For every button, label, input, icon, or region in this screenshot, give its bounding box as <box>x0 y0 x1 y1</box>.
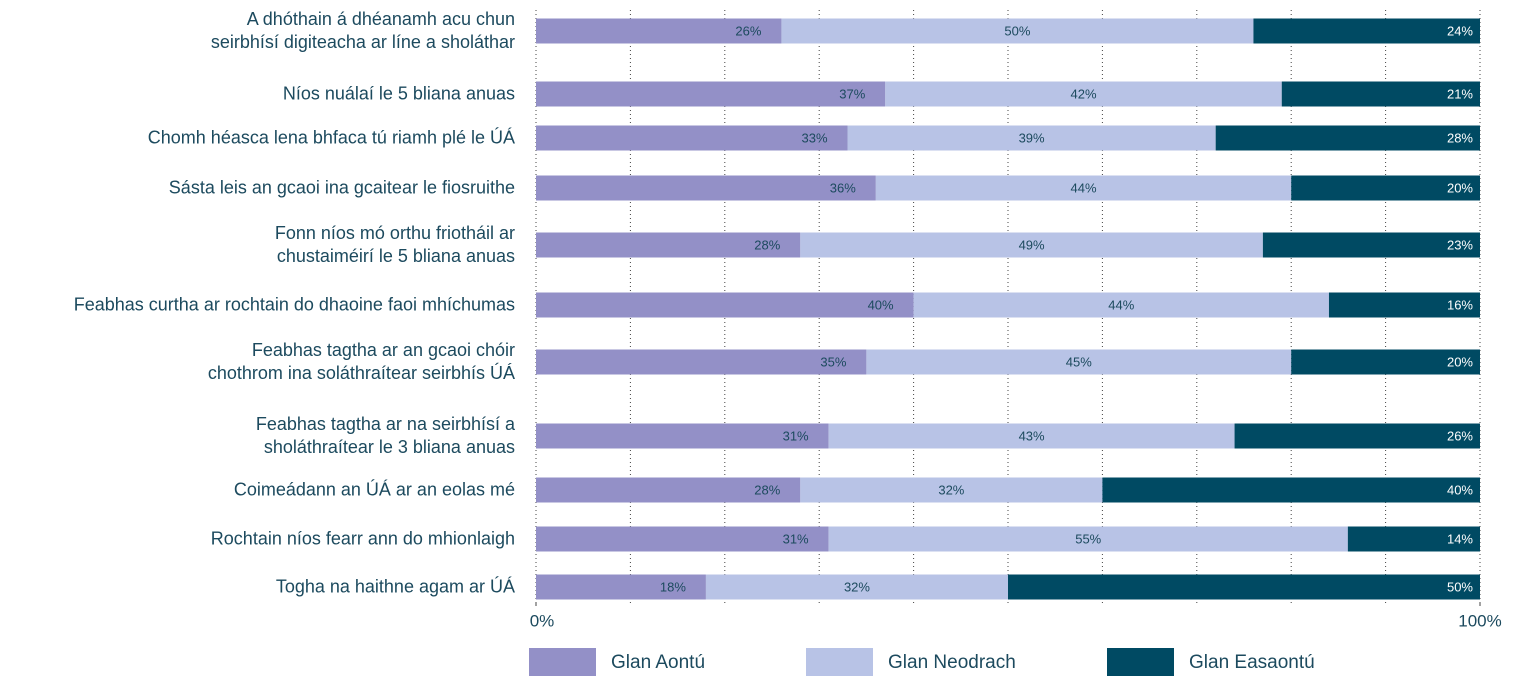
bar-segment <box>1281 81 1480 107</box>
category-label: Togha na haithne agam ar ÚÁ <box>275 576 515 597</box>
data-label: 44% <box>1071 180 1097 195</box>
data-label: 33% <box>801 130 827 145</box>
data-label: 36% <box>830 180 856 195</box>
data-label: 23% <box>1447 237 1473 252</box>
data-label: 28% <box>754 237 780 252</box>
category-label: Sásta leis an gcaoi ina gcaitear le fios… <box>168 177 515 198</box>
bar-segment <box>1291 349 1480 375</box>
data-label: 45% <box>1066 354 1092 369</box>
bar-segment <box>800 232 1263 258</box>
data-label: 14% <box>1447 531 1473 546</box>
data-label: 42% <box>1071 86 1097 101</box>
bar-segment <box>800 477 1103 503</box>
data-label: 20% <box>1447 180 1473 195</box>
bar-segment <box>875 175 1292 201</box>
bar-segment <box>885 81 1282 107</box>
category-label: Feabhas tagtha ar na seirbhísí a sholáth… <box>255 414 515 457</box>
category-label: Feabhas curtha ar rochtain do dhaoine fa… <box>73 294 515 315</box>
bar-segment <box>913 292 1329 318</box>
bar-segment <box>536 125 848 151</box>
bar-segment <box>536 18 782 44</box>
bar-segment <box>1215 125 1480 151</box>
bar-segment <box>536 232 801 258</box>
data-label: 44% <box>1108 297 1134 312</box>
bar-segment <box>536 349 867 375</box>
bar-segment <box>536 574 706 600</box>
data-label: 21% <box>1447 86 1473 101</box>
bar-segment <box>536 81 886 107</box>
data-label: 28% <box>1447 130 1473 145</box>
data-label: 20% <box>1447 354 1473 369</box>
data-label: 43% <box>1019 428 1045 443</box>
data-label: 40% <box>1447 482 1473 497</box>
bar-segment <box>536 477 801 503</box>
bar-segment <box>847 125 1216 151</box>
data-label: 49% <box>1019 237 1045 252</box>
bar-segment <box>1253 18 1480 44</box>
legend-label: Glan Aontú <box>611 652 705 673</box>
legend-swatch <box>806 648 873 676</box>
data-label: 28% <box>754 482 780 497</box>
category-label: Coimeádann an ÚÁ ar an eolas mé <box>233 479 515 500</box>
bar-segment <box>1328 292 1480 318</box>
data-label: 37% <box>839 86 865 101</box>
data-label: 26% <box>1447 428 1473 443</box>
bar-segment <box>866 349 1292 375</box>
data-label: 35% <box>820 354 846 369</box>
category-label: Chomh héasca lena bhfaca tú riamh plé le… <box>147 127 515 148</box>
data-label: 18% <box>660 579 686 594</box>
category-label: Feabhas tagtha ar an gcaoi chóir chothro… <box>207 340 515 383</box>
data-label: 26% <box>735 23 761 38</box>
data-label: 32% <box>844 579 870 594</box>
bar-segment <box>781 18 1254 44</box>
legend-swatch <box>1107 648 1174 676</box>
data-label: 50% <box>1447 579 1473 594</box>
data-label: 40% <box>868 297 894 312</box>
data-label: 50% <box>1004 23 1030 38</box>
legend-label: Glan Easaontú <box>1189 652 1315 673</box>
category-label: Fonn níos mó orthu friotháil ar chustaim… <box>274 223 515 266</box>
bar-segment <box>1234 423 1480 449</box>
bar-segment <box>1262 232 1480 258</box>
category-label: A dhóthain á dhéanamh acu chun seirbhísí… <box>210 9 515 52</box>
legend-swatch <box>529 648 596 676</box>
category-label: Rochtain níos fearr ann do mhionlaigh <box>210 528 515 549</box>
data-label: 39% <box>1019 130 1045 145</box>
data-label: 32% <box>938 482 964 497</box>
bar-segment <box>705 574 1008 600</box>
data-label: 16% <box>1447 297 1473 312</box>
bar-segment <box>1008 574 1480 600</box>
bar-segment <box>536 292 914 318</box>
bar-segment <box>1291 175 1480 201</box>
x-tick-label: 100% <box>1458 611 1501 630</box>
bar-segment <box>536 175 876 201</box>
data-label: 31% <box>783 531 809 546</box>
bar-segment <box>828 526 1348 552</box>
bar-segment <box>1102 477 1480 503</box>
bar-segment <box>1347 526 1480 552</box>
data-label: 31% <box>783 428 809 443</box>
x-tick-label: 0% <box>530 611 555 630</box>
bar-segment <box>828 423 1235 449</box>
category-label: Níos nuálaí le 5 bliana anuas <box>282 83 515 104</box>
data-label: 55% <box>1075 531 1101 546</box>
bar-segment <box>536 423 829 449</box>
bar-segment <box>536 526 829 552</box>
legend-label: Glan Neodrach <box>888 652 1016 673</box>
data-label: 24% <box>1447 23 1473 38</box>
